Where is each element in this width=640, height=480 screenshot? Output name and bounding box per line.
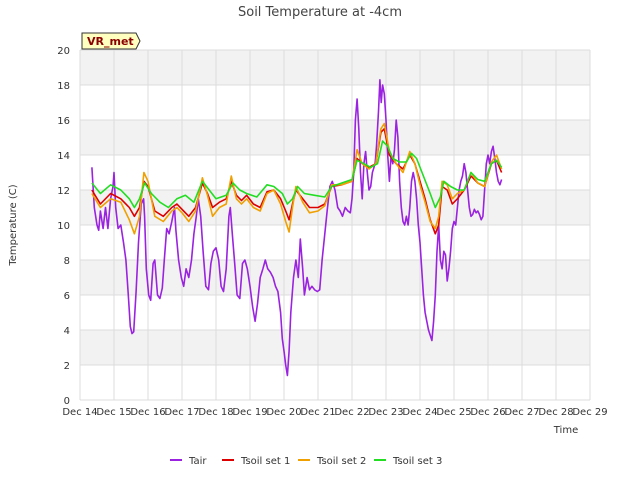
plot-band (80, 120, 590, 155)
y-tick-label: 2 (64, 361, 70, 372)
x-tick-label: Dec 19 (232, 407, 267, 418)
x-tick-label: Dec 23 (368, 407, 403, 418)
plot-band (80, 85, 590, 120)
x-tick-label: Dec 15 (96, 407, 131, 418)
y-axis-ticks: 0 2 4 6 8 10 12 14 16 18 20 (57, 46, 70, 407)
plot-band (80, 50, 590, 85)
x-axis-label: Time (553, 425, 578, 436)
plot-band (80, 260, 590, 295)
legend-label: Tair (188, 456, 207, 467)
y-tick-label: 10 (57, 221, 70, 232)
x-tick-label: Dec 28 (538, 407, 573, 418)
chart-title: Soil Temperature at -4cm (238, 5, 402, 20)
badge-label: VR_met (87, 35, 134, 48)
plot-band (80, 330, 590, 365)
legend-label: Tsoil set 1 (240, 456, 290, 467)
x-tick-label: Dec 18 (198, 407, 233, 418)
x-tick-label: Dec 26 (470, 407, 505, 418)
x-tick-label: Dec 17 (164, 407, 199, 418)
series-lines (91, 79, 503, 377)
legend-label: Tsoil set 3 (392, 456, 442, 467)
grid (79, 49, 591, 401)
x-tick-label: Dec 21 (300, 407, 335, 418)
y-tick-label: 0 (64, 396, 70, 407)
x-tick-label: Dec 14 (62, 407, 97, 418)
series-line-tsoil-set-2 (91, 122, 503, 235)
plot-band (80, 190, 590, 225)
series-line-tair (91, 79, 503, 377)
y-tick-label: 12 (57, 186, 70, 197)
y-tick-label: 16 (57, 116, 70, 127)
station-badge: VR_met (81, 32, 141, 50)
x-tick-label: Dec 16 (130, 407, 165, 418)
y-axis-label: Temperature (C) (8, 184, 19, 266)
x-tick-label: Dec 20 (266, 407, 301, 418)
y-tick-label: 14 (57, 151, 70, 162)
legend-label: Tsoil set 2 (316, 456, 366, 467)
y-tick-label: 4 (64, 326, 70, 337)
y-tick-label: 18 (57, 81, 70, 92)
x-tick-label: Dec 25 (436, 407, 471, 418)
y-tick-label: 6 (64, 291, 70, 302)
y-tick-label: 20 (57, 46, 70, 57)
x-tick-label: Dec 29 (572, 407, 607, 418)
legend: Tair Tsoil set 1 Tsoil set 2 Tsoil set 3 (170, 456, 442, 467)
series-line-tsoil-set-3 (91, 140, 503, 209)
x-tick-label: Dec 24 (402, 407, 437, 418)
badge-box (81, 32, 141, 50)
y-tick-label: 8 (64, 256, 70, 267)
x-tick-label: Dec 22 (334, 407, 369, 418)
plot-band (80, 225, 590, 260)
x-tick-label: Dec 27 (504, 407, 539, 418)
plot-band (80, 295, 590, 330)
plot-band (80, 365, 590, 400)
